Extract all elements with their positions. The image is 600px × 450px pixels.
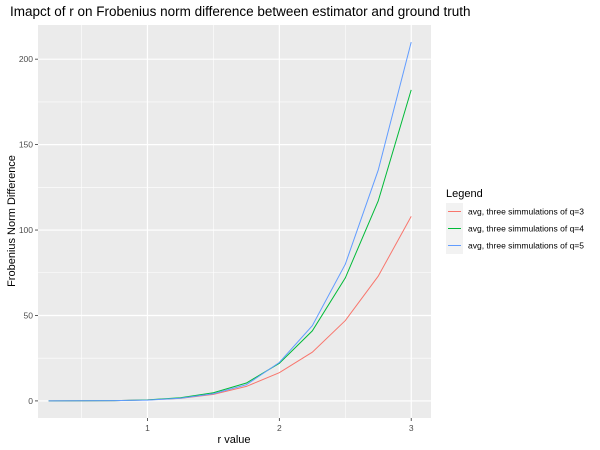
legend-title: Legend (446, 188, 483, 200)
legend-label: avg, three simmulations of q=5 (468, 241, 584, 251)
x-tick-labels: 1 2 3 (145, 418, 414, 433)
x-tick-label: 2 (277, 423, 282, 433)
legend: Legend avg, three simmulations of q=3avg… (446, 188, 584, 254)
y-tick-label: 100 (19, 225, 33, 235)
x-axis-title: r value (217, 434, 250, 446)
legend-label: avg, three simmulations of q=4 (468, 224, 584, 234)
y-tick-label: 50 (24, 310, 34, 320)
y-tick-label: 200 (19, 54, 33, 64)
series-lines (48, 41, 412, 402)
y-axis-title: Frobenius Norm Difference (6, 155, 18, 287)
plot-panel (38, 25, 431, 418)
x-tick-label: 1 (145, 423, 150, 433)
chart-title: Imapct of r on Frobenius norm difference… (10, 4, 471, 19)
legend-label: avg, three simmulations of q=3 (468, 207, 584, 217)
legend-items: avg, three simmulations of q=3 avg, three… (446, 203, 584, 254)
series-line-3 (48, 41, 412, 402)
x-tick-label: 3 (409, 423, 414, 433)
y-tick-labels: 0 50 100 150 200 (19, 54, 38, 406)
y-tick-label: 150 (19, 140, 33, 150)
y-tick-label: 0 (28, 396, 33, 406)
